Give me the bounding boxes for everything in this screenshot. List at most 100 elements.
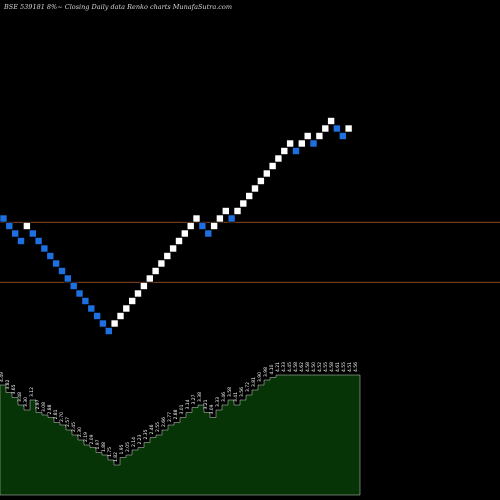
value-label: 2.46 (149, 424, 155, 434)
value-label: 3.72 (245, 382, 251, 392)
value-label: 3.65 (11, 384, 17, 394)
renko-bricks (0, 117, 353, 335)
up-brick (140, 282, 148, 290)
value-label: 3.21 (203, 399, 209, 409)
up-brick (175, 237, 183, 245)
down-brick (28, 229, 37, 238)
value-label: 4.61 (335, 362, 341, 372)
value-label: 4.55 (341, 362, 347, 372)
value-label: 4.51 (347, 362, 353, 372)
up-brick (163, 252, 172, 260)
value-label: 2.14 (131, 437, 137, 447)
down-brick (34, 237, 43, 245)
value-label: 3.09 (209, 404, 215, 414)
up-brick (222, 207, 230, 215)
down-brick (309, 139, 318, 148)
down-brick (198, 222, 207, 230)
value-label: 3.12 (29, 387, 35, 397)
value-label: 3.58 (227, 387, 233, 397)
up-brick (110, 319, 119, 328)
volume-panel (0, 374, 361, 496)
down-brick (338, 132, 347, 140)
down-brick (58, 267, 66, 275)
value-label: 3.14 (185, 399, 191, 409)
up-brick (146, 274, 154, 283)
down-brick (17, 237, 25, 245)
up-brick (251, 184, 259, 193)
down-brick (52, 259, 60, 268)
up-brick (23, 222, 31, 230)
down-brick (75, 289, 84, 298)
down-brick (227, 214, 236, 223)
down-brick (11, 229, 19, 238)
value-label: 3.38 (197, 392, 203, 402)
up-brick (257, 177, 265, 185)
value-label: 3.30 (23, 397, 29, 407)
value-label: 4.33 (281, 362, 287, 372)
value-label: 1.95 (119, 444, 125, 454)
value-label: 4.49 (0, 372, 5, 382)
value-labels: 4.493.82 3.653.48 3.303.122.97 3.08 2.88 2.81… (0, 362, 359, 462)
up-brick (169, 244, 177, 253)
value-label: 2.70 (59, 412, 65, 422)
value-label: 4.50 (311, 362, 317, 372)
value-label: 2.55 (155, 422, 161, 432)
value-label: 3.33 (215, 397, 221, 407)
value-label: 4.56 (353, 362, 359, 372)
value-label: 3.27 (191, 394, 197, 404)
up-brick (315, 132, 324, 140)
up-brick (268, 162, 277, 170)
up-brick (327, 117, 335, 125)
value-label: 4.21 (275, 362, 281, 372)
down-brick (87, 304, 96, 313)
value-label: 3.48 (17, 392, 23, 402)
value-label: 2.81 (53, 409, 59, 419)
down-brick (40, 244, 49, 253)
value-label: 4.52 (317, 362, 323, 372)
up-brick (262, 169, 271, 178)
up-brick (151, 267, 160, 275)
up-brick (210, 222, 218, 230)
value-label: 1.97 (95, 439, 101, 449)
up-brick (192, 214, 201, 223)
up-brick (233, 207, 242, 215)
value-label: 4.45 (287, 362, 293, 372)
value-label: 3.01 (179, 404, 185, 414)
up-brick (128, 297, 136, 305)
value-label: 3.81 (251, 377, 257, 387)
value-label: 4.62 (299, 362, 305, 372)
down-brick (69, 282, 78, 290)
value-label: 1.82 (113, 452, 119, 462)
down-brick (292, 147, 300, 155)
up-brick (344, 124, 353, 133)
value-label: 3.82 (5, 379, 11, 389)
up-brick (274, 154, 283, 163)
value-label: 4.55 (323, 362, 329, 372)
value-label: 4.58 (329, 362, 335, 372)
up-brick (303, 132, 312, 140)
value-label: 3.98 (263, 367, 269, 377)
value-label: 2.23 (137, 434, 143, 444)
up-brick (297, 139, 306, 148)
value-label: 2.88 (47, 404, 53, 414)
down-brick (46, 252, 55, 260)
down-brick (99, 319, 107, 328)
value-label: 2.66 (161, 417, 167, 427)
down-brick (93, 312, 101, 320)
up-brick (216, 214, 224, 223)
value-label: 1.88 (101, 442, 107, 452)
value-label: 2.97 (35, 399, 41, 409)
value-label: 3.90 (257, 372, 263, 382)
up-brick (181, 229, 189, 238)
up-brick (116, 312, 125, 320)
value-label: 2.77 (167, 412, 173, 422)
value-label: 1.75 (107, 447, 113, 457)
down-brick (0, 214, 8, 223)
up-brick (134, 289, 142, 298)
value-label: 3.08 (41, 402, 47, 412)
value-label: 2.57 (65, 417, 71, 427)
value-label: 4.58 (293, 362, 299, 372)
up-brick (122, 304, 131, 313)
up-brick (321, 124, 330, 133)
up-brick (157, 259, 166, 268)
